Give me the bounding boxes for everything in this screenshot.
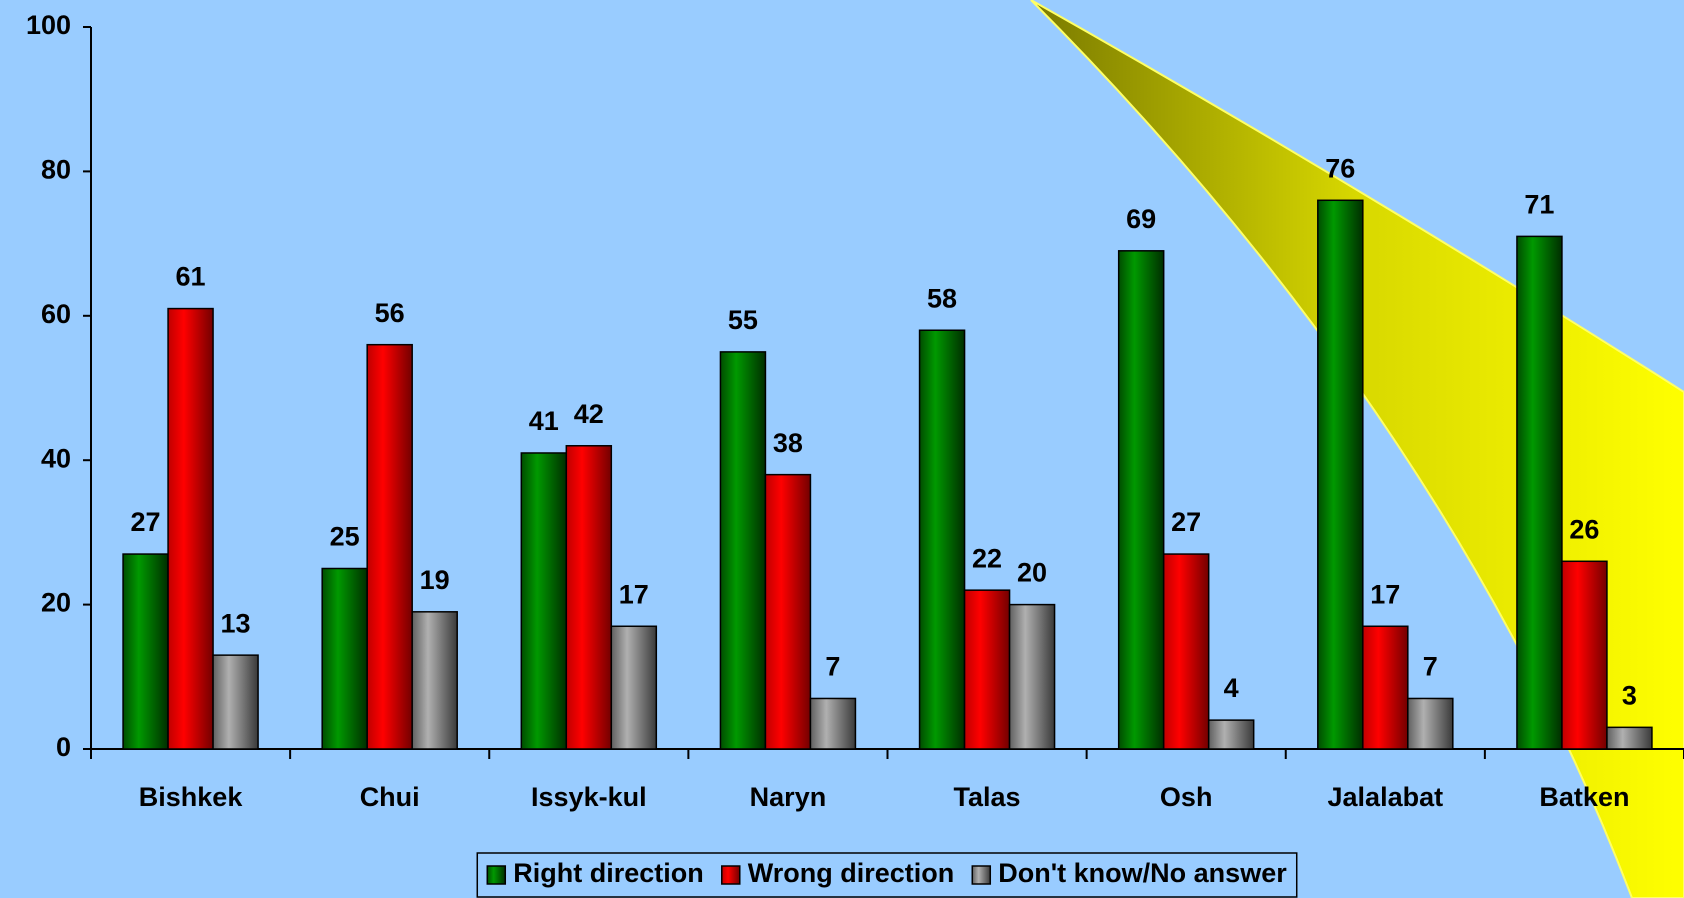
- data-label: 42: [574, 399, 604, 429]
- bar: [1408, 698, 1453, 749]
- data-label: 7: [825, 652, 840, 682]
- bar: [765, 475, 810, 749]
- data-label: 26: [1569, 514, 1599, 544]
- data-label: 17: [1370, 579, 1400, 609]
- legend-swatch: [972, 866, 990, 884]
- data-label: 58: [927, 283, 957, 313]
- legend-label: Don't know/No answer: [998, 858, 1287, 888]
- y-tick-label: 40: [41, 443, 71, 473]
- bar: [965, 590, 1010, 749]
- bar: [123, 554, 168, 749]
- bar: [168, 309, 213, 749]
- x-tick-label: Jalalabat: [1328, 782, 1444, 812]
- data-label: 41: [529, 406, 559, 436]
- bar: [920, 330, 965, 749]
- bar: [1119, 251, 1164, 749]
- data-label: 25: [330, 522, 360, 552]
- y-tick-label: 20: [41, 588, 71, 618]
- data-label: 19: [420, 565, 450, 595]
- y-tick-label: 80: [41, 155, 71, 185]
- data-label: 38: [773, 428, 803, 458]
- legend: Right direction Wrong direction Don't know…: [477, 853, 1296, 897]
- data-label: 20: [1017, 558, 1047, 588]
- bar: [322, 569, 367, 750]
- legend-label: Wrong direction: [748, 858, 955, 888]
- data-label: 4: [1224, 673, 1239, 703]
- data-label: 17: [619, 579, 649, 609]
- bar: [1010, 605, 1055, 749]
- bar: [213, 655, 258, 749]
- data-label: 3: [1622, 680, 1637, 710]
- x-tick-label: Batken: [1539, 782, 1629, 812]
- data-label: 22: [972, 543, 1002, 573]
- data-label: 71: [1524, 190, 1554, 220]
- data-label: 61: [176, 262, 206, 292]
- bar: [566, 446, 611, 749]
- bar: [720, 352, 765, 749]
- data-label: 27: [1171, 507, 1201, 537]
- bar: [1607, 727, 1652, 749]
- bar: [1363, 626, 1408, 749]
- y-tick-label: 0: [56, 732, 71, 762]
- data-label: 69: [1126, 204, 1156, 234]
- bar: [367, 345, 412, 749]
- chart: 0 20 40 60 80 100 Bishkek 27 61 13 Chui 25 56 19 Issyk…: [0, 0, 1684, 898]
- bar: [412, 612, 457, 749]
- data-label: 76: [1325, 153, 1355, 183]
- bar: [810, 698, 855, 749]
- bar: [1318, 200, 1363, 749]
- legend-label: Right direction: [513, 858, 704, 888]
- bar: [521, 453, 566, 749]
- bar: [611, 626, 656, 749]
- x-tick-label: Osh: [1160, 782, 1213, 812]
- bar: [1209, 720, 1254, 749]
- bar: [1517, 236, 1562, 749]
- legend-swatch: [722, 866, 740, 884]
- data-label: 55: [728, 305, 758, 335]
- data-label: 27: [131, 507, 161, 537]
- x-tick-label: Chui: [360, 782, 420, 812]
- y-tick-label: 60: [41, 299, 71, 329]
- y-tick-label: 100: [26, 10, 71, 40]
- legend-swatch: [487, 866, 505, 884]
- x-tick-label: Talas: [954, 782, 1021, 812]
- x-tick-label: Bishkek: [139, 782, 244, 812]
- data-label: 7: [1423, 652, 1438, 682]
- data-label: 56: [375, 298, 405, 328]
- x-tick-label: Naryn: [750, 782, 827, 812]
- bar: [1562, 561, 1607, 749]
- data-label: 13: [221, 608, 251, 638]
- x-tick-label: Issyk-kul: [531, 782, 647, 812]
- bar: [1164, 554, 1209, 749]
